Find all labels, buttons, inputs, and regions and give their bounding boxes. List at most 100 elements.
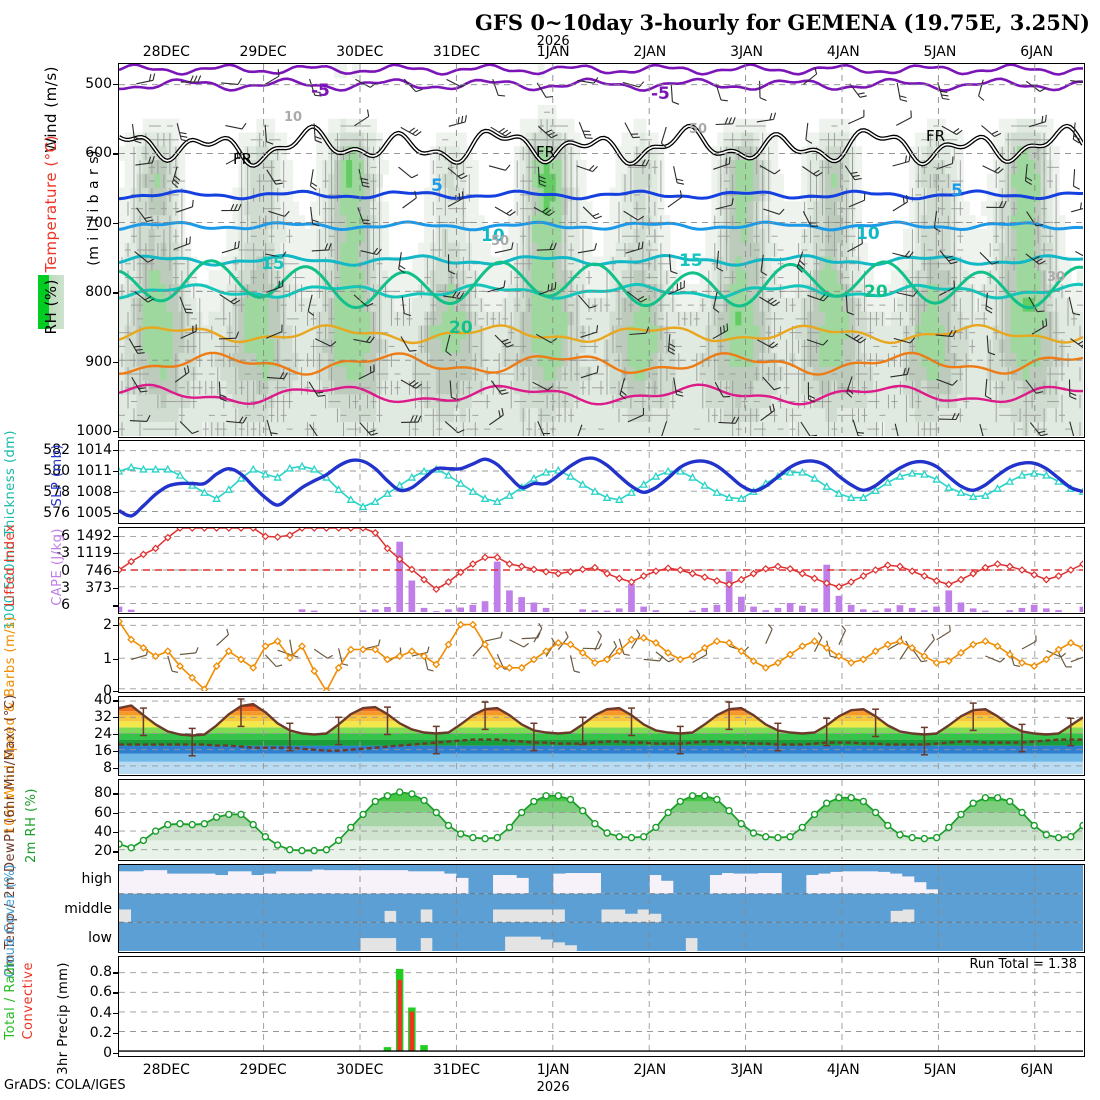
tick-mark: [113, 587, 119, 590]
cape-li-plot: [119, 528, 1083, 612]
gridlines: [119, 957, 1083, 1055]
tick-mark: [113, 471, 119, 473]
precip-label: 3hr Precip (mm): [56, 962, 71, 1075]
date-label-5jan: 5JAN: [923, 1062, 957, 1078]
cape-li-panel: [118, 527, 1085, 614]
axis-tick--6: -6: [56, 527, 70, 544]
axis-tick-1119: 1119: [76, 545, 112, 562]
tick-mark: [113, 361, 119, 363]
axis-tick-800: 800: [85, 284, 112, 301]
temp-contour: [119, 64, 1083, 76]
axis-tick--3: -3: [56, 545, 70, 562]
cape-bars: [119, 541, 1083, 612]
contour-label: 30: [1047, 270, 1065, 285]
date-label-29dec: 29DEC: [239, 44, 287, 60]
contour-label: -5: [651, 84, 670, 104]
tick-mark: [113, 222, 119, 225]
temp-contour: [119, 383, 1083, 406]
axis-tick-3: 3: [61, 579, 70, 596]
attribution-footer: GrADS: COLA/IGES: [4, 1078, 126, 1093]
year-label: 2026: [536, 1080, 570, 1095]
tick-mark: [113, 513, 119, 515]
axis-tick-1005: 1005: [76, 505, 112, 522]
axis-tick-80: 80: [94, 785, 112, 802]
contour-label: 20: [864, 282, 888, 302]
temp-contour: [119, 282, 1083, 300]
tick-mark: [113, 624, 119, 626]
cloud-cover-label: Cloud Cover (%): [3, 864, 18, 978]
axis-tick-16: 16: [94, 742, 112, 759]
wind10m-panel: [118, 617, 1085, 693]
axis-tick-6: 6: [61, 597, 70, 614]
date-label-31dec: 31DEC: [432, 44, 481, 60]
axis-tick-2: 2: [103, 616, 112, 633]
date-label-4jan: 4JAN: [826, 44, 860, 60]
upper-gridlines: [119, 64, 1083, 436]
tick-mark: [113, 851, 119, 853]
date-label-28dec: 28DEC: [142, 1062, 190, 1078]
freezing-level-core: [119, 125, 1083, 167]
tick-mark: [113, 83, 119, 86]
tick-mark: [113, 1012, 119, 1014]
axis-tick-20: 20: [94, 843, 112, 860]
cape-label-cape: CAPE (J/kg): [50, 528, 65, 606]
cloud-bars: [119, 865, 1083, 894]
page-title: GFS 0~10day 3-hourly for GEMENA (19.75E,…: [475, 10, 1090, 35]
precip-legend-total: Total / Rain: [3, 962, 18, 1040]
slp-label-slp: SLP (mb): [50, 444, 65, 507]
axis-tick-576: 576: [43, 505, 70, 522]
temp-contour-20: [119, 259, 1083, 310]
contour-label: 20: [449, 318, 473, 338]
axis-tick-1014: 1014: [76, 442, 112, 459]
tick-mark: [113, 972, 119, 974]
tick-mark: [113, 750, 119, 753]
cloud-bars: [119, 893, 1083, 923]
axis-tick-900: 900: [85, 353, 112, 370]
cloud-row-label-middle: middle: [64, 900, 112, 917]
tick-mark: [113, 450, 119, 452]
contour-label: 50: [689, 122, 707, 137]
date-label-30dec: 30DEC: [336, 1062, 384, 1078]
axis-tick-0.6: 0.6: [89, 984, 112, 1001]
cloud-row-label-high: high: [81, 870, 112, 887]
axis-tick-578: 578: [43, 484, 70, 501]
run-total-label: Run Total = 1.38: [969, 957, 1077, 972]
cloud-row-label-low: low: [88, 930, 112, 947]
tick-mark: [113, 431, 119, 433]
precip-plot: [119, 957, 1083, 1055]
rh2m-panel: [118, 779, 1085, 861]
date-label-4jan: 4JAN: [826, 1062, 860, 1078]
date-label-2jan: 2JAN: [633, 44, 667, 60]
temp-contour: [119, 323, 1083, 345]
axis-tick-0: 0: [61, 562, 70, 579]
tick-mark: [113, 717, 119, 719]
tick-mark: [113, 733, 119, 736]
gridlines: [119, 441, 1083, 522]
date-label-6jan: 6JAN: [1020, 1062, 1054, 1078]
tick-mark: [113, 492, 119, 494]
axis-tick-582: 582: [43, 442, 70, 459]
cloud-cover-plot: [119, 865, 1083, 951]
dewpoint2m-line: [119, 738, 1083, 752]
temp2m-plot: [119, 697, 1083, 774]
axis-tick-600: 600: [85, 145, 112, 162]
rh-colorbar-swatch: [38, 275, 64, 329]
axis-tick-1008: 1008: [76, 484, 112, 501]
axis-tick-373: 373: [85, 579, 112, 596]
axis-tick-1: 1: [103, 650, 112, 667]
rh2m-label: 2m RH (%): [24, 788, 39, 864]
temp-contour: [119, 77, 1083, 92]
li-markers: [119, 528, 1083, 594]
tick-mark: [113, 605, 119, 607]
cape-label-li: Lifted Index: [3, 524, 18, 607]
cloud-cover-panel: [118, 864, 1085, 953]
rh2m-plot: [119, 780, 1083, 859]
contour-label: 5: [431, 176, 443, 196]
upper-yaxis-label: (m i l l i b a r s): [86, 150, 102, 266]
tick-mark: [113, 570, 119, 572]
axis-tick-24: 24: [94, 725, 112, 742]
precip-total-bars: [383, 968, 428, 1052]
axis-tick-1011: 1011: [76, 463, 112, 480]
date-label-28dec: 28DEC: [142, 44, 190, 60]
